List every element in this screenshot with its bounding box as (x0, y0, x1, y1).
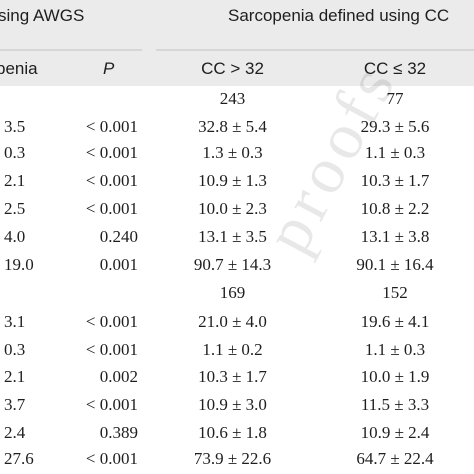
cell-cc-le: 1.1 ± 0.3 (364, 143, 426, 162)
cell-p: < 0.001 (85, 395, 138, 414)
cell-cc-le: 11.5 ± 3.3 (360, 395, 430, 414)
cell-cc-le: 10.3 ± 1.7 (360, 171, 430, 190)
cell-left: 3.7 (4, 395, 26, 414)
cell-left: 2.1 (4, 171, 26, 190)
cell-p: < 0.001 (85, 117, 138, 136)
cell-p: 0.002 (99, 367, 138, 386)
section2-n-cc-gt: 169 (219, 283, 246, 302)
group-header-cc: Sarcopenia defined using CC (228, 6, 450, 25)
cell-cc-le: 10.0 ± 1.9 (360, 367, 430, 386)
cell-left: 19.0 (4, 255, 34, 274)
cell-p: 0.240 (99, 227, 138, 246)
cell-cc-gt: 10.3 ± 1.7 (198, 367, 267, 386)
cell-p: < 0.001 (85, 143, 138, 162)
col-header-p: P (103, 59, 115, 78)
cell-cc-gt: 32.8 ± 5.4 (198, 117, 267, 136)
cell-left: 2.1 (4, 367, 26, 386)
cell-left: 4.0 (4, 227, 26, 246)
cell-cc-gt: 21.0 ± 4.0 (198, 312, 267, 331)
cell-cc-le: 1.1 ± 0.3 (364, 340, 426, 359)
cell-left: 27.6 (4, 449, 34, 468)
table-header-band (0, 0, 474, 86)
section2-n-cc-le: 152 (382, 283, 408, 302)
cell-left: 3.5 (4, 117, 26, 136)
cell-cc-le: 64.7 ± 22.4 (356, 449, 434, 468)
cell-p: < 0.001 (85, 340, 138, 359)
cell-cc-gt: 10.0 ± 2.3 (198, 199, 267, 218)
cell-cc-gt: 10.9 ± 3.0 (198, 395, 267, 414)
cell-left: 0.3 (4, 340, 26, 359)
group-header-awgs: sing AWGS (0, 6, 85, 25)
cell-cc-gt: 73.9 ± 22.6 (193, 449, 272, 468)
cell-p: 0.389 (99, 423, 138, 442)
cell-cc-le: 90.1 ± 16.4 (356, 255, 434, 274)
cell-cc-gt: 90.7 ± 14.3 (193, 255, 272, 274)
cell-p: < 0.001 (85, 312, 138, 331)
cell-cc-gt: 1.3 ± 0.3 (202, 143, 263, 162)
cell-cc-gt: 10.9 ± 1.3 (198, 171, 267, 190)
cell-cc-le: 29.3 ± 5.6 (360, 117, 430, 136)
cell-p: < 0.001 (85, 449, 138, 468)
cell-left: 2.4 (4, 423, 26, 442)
section1-n-cc-gt: 243 (219, 89, 246, 108)
cell-cc-le: 10.9 ± 2.4 (360, 423, 430, 442)
cell-cc-gt: 1.1 ± 0.2 (202, 340, 263, 359)
cell-cc-le: 10.8 ± 2.2 (360, 199, 430, 218)
cell-cc-le: 19.6 ± 4.1 (360, 312, 430, 331)
col-header-cc-gt-32: CC > 32 (201, 59, 264, 78)
header-divider (0, 49, 474, 51)
cell-left: 2.5 (4, 199, 26, 218)
col-header-sarcopenia: penia (0, 59, 38, 78)
cell-left: 3.1 (4, 312, 26, 331)
cell-cc-gt: 10.6 ± 1.8 (198, 423, 267, 442)
cell-left: 0.3 (4, 143, 26, 162)
cell-cc-gt: 13.1 ± 3.5 (198, 227, 267, 246)
col-header-cc-le-32: CC ≤ 32 (363, 59, 427, 78)
section1-n-cc-le: 77 (386, 89, 404, 108)
cell-cc-le: 13.1 ± 3.8 (360, 227, 430, 246)
cell-p: 0.001 (99, 255, 138, 274)
cell-p: < 0.001 (85, 171, 138, 190)
cell-p: < 0.001 (85, 199, 138, 218)
